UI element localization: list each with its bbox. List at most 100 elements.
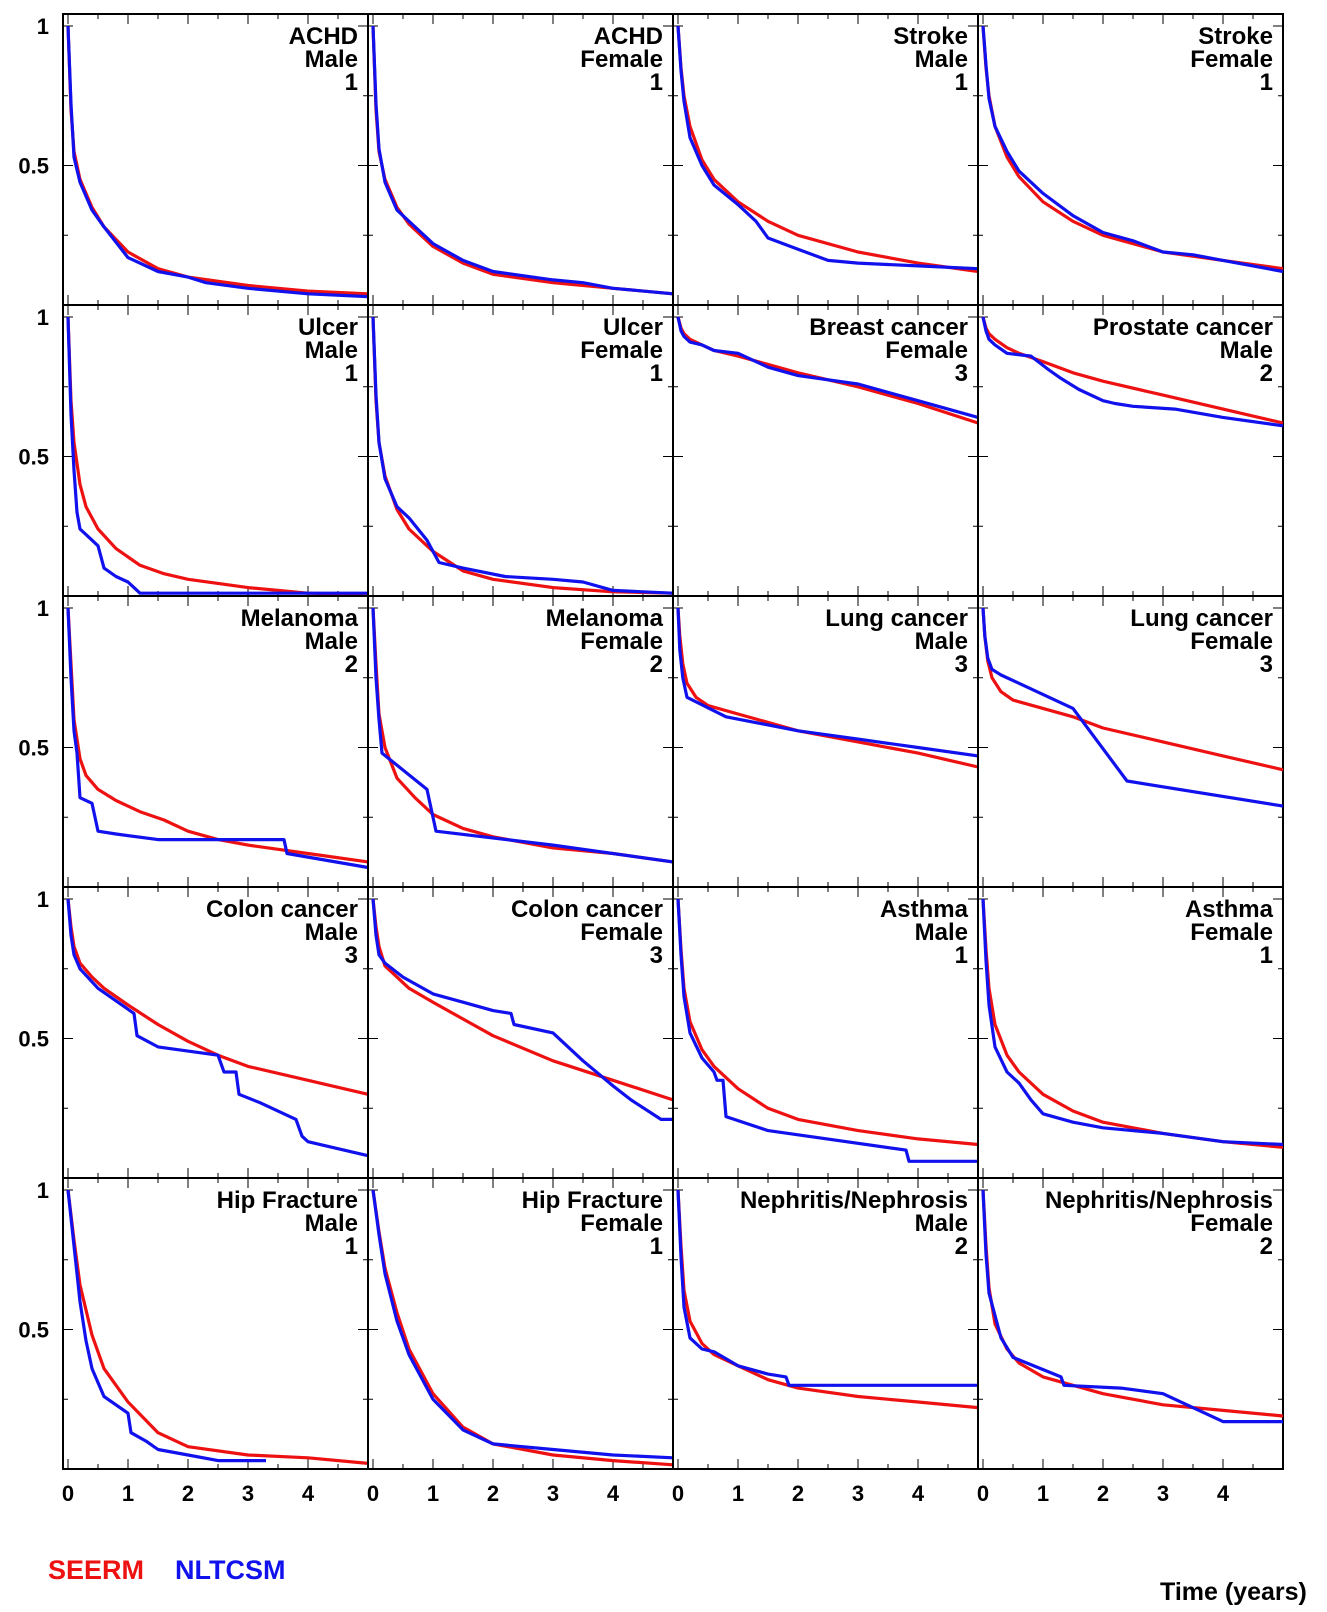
panel-title-line: 3	[1260, 651, 1273, 678]
series-nltcsm-panel-13	[371, 898, 673, 1122]
x-tick-label: 1	[1037, 1481, 1049, 1506]
panel-title-line: Stroke	[893, 23, 968, 50]
series-nltcsm-panel-6	[676, 316, 979, 419]
x-tick-label: 1	[732, 1481, 744, 1506]
panel-title-line: Colon cancer	[206, 896, 358, 923]
series-nltcsm-panel-15	[981, 898, 1284, 1147]
y-tick-label: 0.5	[18, 1318, 49, 1343]
panel-title-line: Female	[580, 1210, 663, 1237]
panel-title-line: Melanoma	[241, 605, 359, 632]
x-tick-label: 4	[302, 1481, 315, 1506]
panel-title-line: 1	[345, 360, 358, 387]
panel-title-line: Colon cancer	[511, 896, 663, 923]
x-tick-label: 2	[487, 1481, 499, 1506]
panel-title-line: Nephritis/Nephrosis	[1045, 1187, 1273, 1214]
panel-title-line: Male	[305, 628, 358, 655]
panel-title-line: Male	[305, 46, 358, 73]
series-nltcsm-panel-7	[981, 316, 1284, 428]
x-tick-label: 1	[122, 1481, 134, 1506]
x-tick-label: 2	[182, 1481, 194, 1506]
panel-title-line: Male	[915, 1210, 968, 1237]
panel-title-line: Asthma	[880, 896, 969, 923]
panel-title-line: Female	[580, 919, 663, 946]
panel-title-line: Female	[1190, 919, 1273, 946]
panel-title-line: 1	[650, 1233, 663, 1260]
panel-title-line: Stroke	[1198, 23, 1273, 50]
series-nltcsm-panel-4	[66, 316, 368, 595]
panel-title-line: 1	[955, 69, 968, 96]
y-tick-label: 1	[37, 596, 49, 621]
panel-title-line: 2	[345, 651, 358, 678]
y-tick-label: 1	[37, 14, 49, 39]
x-tick-label: 4	[1217, 1481, 1230, 1506]
series-nltcsm-panel-18	[676, 1189, 978, 1387]
y-tick-label: 0.5	[18, 154, 49, 179]
panel-title-line: Male	[305, 337, 358, 364]
panel-title-line: Female	[580, 337, 663, 364]
panel-title-line: Ulcer	[298, 314, 358, 341]
panel-title-line: Female	[580, 628, 663, 655]
panel-frame-19	[977, 1177, 1284, 1470]
panel-title-line: Male	[915, 628, 968, 655]
panel-title-line: 3	[650, 942, 663, 969]
series-nltcsm-panel-3	[981, 25, 1284, 274]
y-tick-label: 0.5	[18, 736, 49, 761]
x-tick-label: 3	[852, 1481, 864, 1506]
panel-title-line: Male	[305, 1210, 358, 1237]
series-nltcsm-panel-5	[371, 316, 674, 595]
x-tick-label: 0	[62, 1481, 74, 1506]
x-tick-label: 4	[912, 1481, 925, 1506]
legend-seerm: SEERM	[48, 1555, 145, 1585]
x-tick-label: 3	[1157, 1481, 1169, 1506]
panel-title-line: Female	[1190, 1210, 1273, 1237]
panel-title-line: Female	[1190, 46, 1273, 73]
series-nltcsm-panel-16	[66, 1189, 266, 1463]
panel-title-line: Male	[915, 46, 968, 73]
series-nltcsm-panel-17	[371, 1189, 674, 1460]
panel-title-line: Lung cancer	[825, 605, 968, 632]
panel-title-line: 2	[955, 1233, 968, 1260]
panel-title-line: Male	[915, 919, 968, 946]
panel-title-line: Nephritis/Nephrosis	[740, 1187, 968, 1214]
series-nltcsm-panel-11	[981, 607, 1284, 808]
x-tick-label: 1	[427, 1481, 439, 1506]
x-tick-label: 0	[672, 1481, 684, 1506]
panel-title-line: Ulcer	[603, 314, 663, 341]
x-tick-label: 4	[607, 1481, 620, 1506]
panel-title-line: Female	[885, 337, 968, 364]
panel-title-line: 2	[1260, 1233, 1273, 1260]
panel-title-line: 1	[955, 942, 968, 969]
panel-title-line: 1	[650, 69, 663, 96]
series-nltcsm-panel-12	[66, 898, 369, 1158]
series-nltcsm-panel-14	[676, 898, 978, 1163]
panel-title-line: Hip Fracture	[217, 1187, 358, 1214]
panel-title-line: 2	[650, 651, 663, 678]
panel-title-line: Breast cancer	[809, 314, 968, 341]
x-tick-label: 3	[242, 1481, 254, 1506]
panel-title-line: 3	[955, 651, 968, 678]
panel-title-line: 1	[345, 1233, 358, 1260]
panel-title-line: ACHD	[289, 23, 358, 50]
series-nltcsm-panel-8	[66, 607, 369, 870]
x-tick-label: 0	[977, 1481, 989, 1506]
panel-title-line: Prostate cancer	[1093, 314, 1273, 341]
y-tick-label: 0.5	[18, 445, 49, 470]
x-tick-label: 2	[792, 1481, 804, 1506]
panel-title-line: Male	[1220, 337, 1273, 364]
panel-title-line: 1	[650, 360, 663, 387]
series-nltcsm-panel-10	[676, 607, 979, 758]
x-tick-label: 3	[547, 1481, 559, 1506]
series-nltcsm-panel-0	[66, 25, 369, 299]
panel-title-line: 2	[1260, 360, 1273, 387]
panel-title-line: 3	[955, 360, 968, 387]
panel-title-line: 1	[1260, 69, 1273, 96]
panel-title-line: Female	[1190, 628, 1273, 655]
y-tick-label: 1	[37, 887, 49, 912]
panel-title-line: Hip Fracture	[522, 1187, 663, 1214]
x-tick-label: 0	[367, 1481, 379, 1506]
panel-title-line: Female	[580, 46, 663, 73]
panel-title-line: Melanoma	[546, 605, 664, 632]
panel-title-line: 1	[345, 69, 358, 96]
panel-title-line: 3	[345, 942, 358, 969]
